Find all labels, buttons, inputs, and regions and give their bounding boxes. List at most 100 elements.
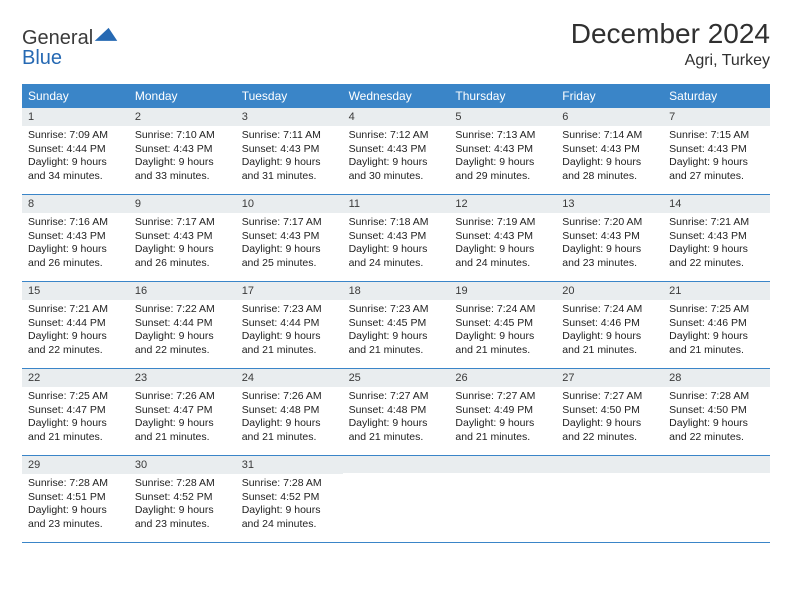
calendar-day-cell: 8Sunrise: 7:16 AMSunset: 4:43 PMDaylight… xyxy=(22,195,129,281)
day-details: Sunrise: 7:11 AMSunset: 4:43 PMDaylight:… xyxy=(236,126,343,189)
daylight-line: Daylight: 9 hours and 30 minutes. xyxy=(349,156,444,183)
daylight-line: Daylight: 9 hours and 21 minutes. xyxy=(28,417,123,444)
sunset-line: Sunset: 4:43 PM xyxy=(242,143,337,157)
calendar-day-cell: 3Sunrise: 7:11 AMSunset: 4:43 PMDaylight… xyxy=(236,108,343,194)
sunrise-line: Sunrise: 7:21 AM xyxy=(28,303,123,317)
sunset-line: Sunset: 4:49 PM xyxy=(455,404,550,418)
sunrise-line: Sunrise: 7:22 AM xyxy=(135,303,230,317)
sunset-line: Sunset: 4:52 PM xyxy=(135,491,230,505)
sunrise-line: Sunrise: 7:10 AM xyxy=(135,129,230,143)
daylight-line: Daylight: 9 hours and 21 minutes. xyxy=(455,417,550,444)
day-number: 13 xyxy=(556,195,663,213)
calendar-day-cell: 12Sunrise: 7:19 AMSunset: 4:43 PMDayligh… xyxy=(449,195,556,281)
daylight-line: Daylight: 9 hours and 21 minutes. xyxy=(455,330,550,357)
weekday-header-cell: Monday xyxy=(129,85,236,108)
daylight-line: Daylight: 9 hours and 21 minutes. xyxy=(135,417,230,444)
day-details: Sunrise: 7:27 AMSunset: 4:50 PMDaylight:… xyxy=(556,387,663,450)
day-number: 16 xyxy=(129,282,236,300)
day-number: 28 xyxy=(663,369,770,387)
sunset-line: Sunset: 4:43 PM xyxy=(455,143,550,157)
weekday-header-cell: Friday xyxy=(556,85,663,108)
sunrise-line: Sunrise: 7:27 AM xyxy=(349,390,444,404)
day-details: Sunrise: 7:25 AMSunset: 4:46 PMDaylight:… xyxy=(663,300,770,363)
calendar-day-cell: 19Sunrise: 7:24 AMSunset: 4:45 PMDayligh… xyxy=(449,282,556,368)
calendar-week-row: 1Sunrise: 7:09 AMSunset: 4:44 PMDaylight… xyxy=(22,108,770,195)
sunset-line: Sunset: 4:48 PM xyxy=(349,404,444,418)
sunrise-line: Sunrise: 7:24 AM xyxy=(455,303,550,317)
sunset-line: Sunset: 4:50 PM xyxy=(669,404,764,418)
day-details: Sunrise: 7:28 AMSunset: 4:52 PMDaylight:… xyxy=(129,474,236,537)
sunset-line: Sunset: 4:46 PM xyxy=(562,317,657,331)
sunset-line: Sunset: 4:52 PM xyxy=(242,491,337,505)
calendar-day-cell: 17Sunrise: 7:23 AMSunset: 4:44 PMDayligh… xyxy=(236,282,343,368)
daylight-line: Daylight: 9 hours and 25 minutes. xyxy=(242,243,337,270)
sunset-line: Sunset: 4:44 PM xyxy=(28,143,123,157)
day-number: 4 xyxy=(343,108,450,126)
weekday-header-cell: Tuesday xyxy=(236,85,343,108)
title-block: December 2024 Agri, Turkey xyxy=(571,18,770,70)
calendar-day-cell xyxy=(343,456,450,542)
sunrise-line: Sunrise: 7:25 AM xyxy=(669,303,764,317)
day-details: Sunrise: 7:14 AMSunset: 4:43 PMDaylight:… xyxy=(556,126,663,189)
sunset-line: Sunset: 4:51 PM xyxy=(28,491,123,505)
calendar-day-cell xyxy=(663,456,770,542)
day-number: 12 xyxy=(449,195,556,213)
sunrise-line: Sunrise: 7:26 AM xyxy=(135,390,230,404)
calendar-week-row: 29Sunrise: 7:28 AMSunset: 4:51 PMDayligh… xyxy=(22,456,770,543)
day-details: Sunrise: 7:16 AMSunset: 4:43 PMDaylight:… xyxy=(22,213,129,276)
sunset-line: Sunset: 4:43 PM xyxy=(349,143,444,157)
calendar-day-cell: 22Sunrise: 7:25 AMSunset: 4:47 PMDayligh… xyxy=(22,369,129,455)
day-details: Sunrise: 7:12 AMSunset: 4:43 PMDaylight:… xyxy=(343,126,450,189)
sunset-line: Sunset: 4:43 PM xyxy=(562,143,657,157)
sunrise-line: Sunrise: 7:09 AM xyxy=(28,129,123,143)
daylight-line: Daylight: 9 hours and 33 minutes. xyxy=(135,156,230,183)
sunset-line: Sunset: 4:46 PM xyxy=(669,317,764,331)
calendar-day-cell: 20Sunrise: 7:24 AMSunset: 4:46 PMDayligh… xyxy=(556,282,663,368)
calendar-day-cell: 1 Sunrise: 7:09 AMSunset: 4:44 PMDaylight… xyxy=(22,108,129,194)
sunset-line: Sunset: 4:43 PM xyxy=(455,230,550,244)
day-details: Sunrise: 7:23 AMSunset: 4:45 PMDaylight:… xyxy=(343,300,450,363)
sunrise-line: Sunrise: 7:28 AM xyxy=(242,477,337,491)
sunrise-line: Sunrise: 7:28 AM xyxy=(28,477,123,491)
calendar-day-cell: 31Sunrise: 7:28 AMSunset: 4:52 PMDayligh… xyxy=(236,456,343,542)
day-details: Sunrise: 7:20 AMSunset: 4:43 PMDaylight:… xyxy=(556,213,663,276)
sunset-line: Sunset: 4:44 PM xyxy=(242,317,337,331)
day-details: Sunrise: 7:15 AMSunset: 4:43 PMDaylight:… xyxy=(663,126,770,189)
calendar-day-cell: 7Sunrise: 7:15 AMSunset: 4:43 PMDaylight… xyxy=(663,108,770,194)
day-number: 31 xyxy=(236,456,343,474)
day-details: Sunrise: 7:28 AMSunset: 4:51 PMDaylight:… xyxy=(22,474,129,537)
day-number: 2 xyxy=(129,108,236,126)
calendar: SundayMondayTuesdayWednesdayThursdayFrid… xyxy=(22,84,770,543)
day-details: Sunrise: 7:22 AMSunset: 4:44 PMDaylight:… xyxy=(129,300,236,363)
day-number: 24 xyxy=(236,369,343,387)
sunrise-line: Sunrise: 7:21 AM xyxy=(669,216,764,230)
sunrise-line: Sunrise: 7:13 AM xyxy=(455,129,550,143)
daylight-line: Daylight: 9 hours and 34 minutes. xyxy=(28,156,123,183)
sunset-line: Sunset: 4:43 PM xyxy=(669,143,764,157)
calendar-week-row: 22Sunrise: 7:25 AMSunset: 4:47 PMDayligh… xyxy=(22,369,770,456)
sunset-line: Sunset: 4:48 PM xyxy=(242,404,337,418)
day-number: 1 xyxy=(22,108,129,126)
sunset-line: Sunset: 4:43 PM xyxy=(135,230,230,244)
daylight-line: Daylight: 9 hours and 23 minutes. xyxy=(28,504,123,531)
calendar-day-cell: 14Sunrise: 7:21 AMSunset: 4:43 PMDayligh… xyxy=(663,195,770,281)
day-details: Sunrise: 7:24 AMSunset: 4:45 PMDaylight:… xyxy=(449,300,556,363)
logo: General Blue xyxy=(22,18,119,68)
sunset-line: Sunset: 4:44 PM xyxy=(28,317,123,331)
day-number: 8 xyxy=(22,195,129,213)
sunrise-line: Sunrise: 7:28 AM xyxy=(669,390,764,404)
day-number: 10 xyxy=(236,195,343,213)
sunset-line: Sunset: 4:45 PM xyxy=(349,317,444,331)
day-number: 29 xyxy=(22,456,129,474)
day-number: 11 xyxy=(343,195,450,213)
daylight-line: Daylight: 9 hours and 23 minutes. xyxy=(562,243,657,270)
daylight-line: Daylight: 9 hours and 21 minutes. xyxy=(669,330,764,357)
sunrise-line: Sunrise: 7:17 AM xyxy=(242,216,337,230)
calendar-day-cell: 9Sunrise: 7:17 AMSunset: 4:43 PMDaylight… xyxy=(129,195,236,281)
daylight-line: Daylight: 9 hours and 22 minutes. xyxy=(669,417,764,444)
day-details: Sunrise: 7:24 AMSunset: 4:46 PMDaylight:… xyxy=(556,300,663,363)
daylight-line: Daylight: 9 hours and 24 minutes. xyxy=(349,243,444,270)
day-number: 14 xyxy=(663,195,770,213)
calendar-day-cell: 29Sunrise: 7:28 AMSunset: 4:51 PMDayligh… xyxy=(22,456,129,542)
calendar-day-cell: 21Sunrise: 7:25 AMSunset: 4:46 PMDayligh… xyxy=(663,282,770,368)
